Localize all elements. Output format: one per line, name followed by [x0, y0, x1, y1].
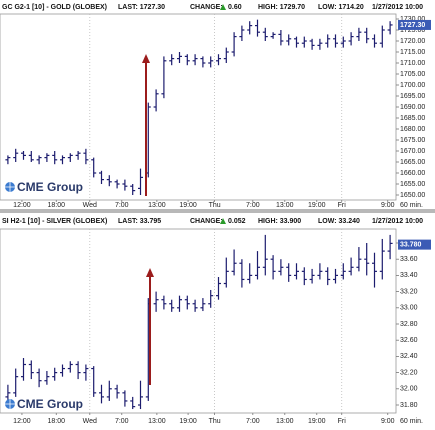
y-tick-label: 32.80: [400, 321, 418, 328]
y-tick-label: 33.60: [400, 256, 418, 263]
y-tick-label: 1695.00: [400, 93, 425, 100]
x-tick-label: 19:00: [308, 418, 326, 425]
y-tick-label: 1705.00: [400, 71, 425, 78]
header-last: LAST: 33.795: [118, 218, 161, 225]
y-tick-label: 33.00: [400, 305, 418, 312]
y-tick-label: 1685.00: [400, 115, 425, 122]
y-tick-label: 1720.00: [400, 38, 425, 45]
header-title: SI H2-1 [10] - SILVER (GLOBEX): [2, 218, 107, 225]
y-tick-label: 1725.00: [400, 27, 425, 34]
x-tick-label: 13:00: [148, 202, 166, 209]
plot-area: [0, 228, 397, 414]
change-up-icon: [220, 218, 226, 224]
logo-text: CME Group: [17, 180, 83, 194]
header-low-label: LOW: 33.240: [318, 218, 360, 225]
header-date: 1/27/2012 10:00: [372, 218, 423, 225]
header-change: 0.60: [228, 4, 242, 11]
last-price-label: 33.780: [400, 241, 422, 248]
interval-label: 60 min.: [400, 418, 423, 425]
y-tick-label: 32.60: [400, 337, 418, 344]
x-tick-label: Thu: [209, 418, 221, 425]
x-tick-label: 7:00: [246, 202, 260, 209]
x-tick-label: 9:00: [381, 418, 395, 425]
y-tick-label: 1675.00: [400, 137, 425, 144]
y-tick-label: 1715.00: [400, 49, 425, 56]
arrow-head: [142, 54, 150, 63]
arrow-head: [146, 268, 154, 277]
header-low-label: LOW: 1714.20: [318, 4, 364, 11]
x-tick-label: 19:00: [308, 202, 326, 209]
y-tick-label: 1680.00: [400, 126, 425, 133]
y-tick-label: 1650.00: [400, 192, 425, 199]
logo-globe-lines: [5, 399, 15, 409]
plot-area: [0, 13, 397, 201]
x-tick-label: Fri: [338, 418, 347, 425]
x-tick-label: 7:00: [246, 418, 260, 425]
header-change: 0.052: [228, 218, 246, 225]
x-tick-label: Wed: [83, 418, 97, 425]
header-high-label: HIGH: 33.900: [258, 218, 301, 225]
header-change-label: CHANGE:: [190, 4, 223, 11]
header-date: 1/27/2012 10:00: [372, 4, 423, 11]
y-tick-label: 32.00: [400, 386, 418, 393]
last-price-box: [398, 19, 431, 30]
y-tick-label: 1655.00: [400, 181, 425, 188]
x-tick-label: 7:00: [115, 418, 129, 425]
panel-separator: [0, 209, 435, 213]
x-tick-label: 18:00: [47, 418, 65, 425]
y-tick-label: 1700.00: [400, 82, 425, 89]
y-tick-label: 1670.00: [400, 148, 425, 155]
header-high-label: HIGH: 1729.70: [258, 4, 305, 11]
y-tick-label: 1690.00: [400, 104, 425, 111]
header-title: GC G2-1 [10] - GOLD (GLOBEX): [2, 4, 107, 11]
logo-text: CME Group: [17, 397, 83, 411]
header-last: LAST: 1727.30: [118, 4, 165, 11]
x-tick-label: 18:00: [47, 202, 65, 209]
x-tick-label: 7:00: [115, 202, 129, 209]
x-tick-label: 9:00: [381, 202, 395, 209]
x-tick-label: 12:00: [13, 202, 31, 209]
y-tick-label: 33.40: [400, 272, 418, 279]
y-tick-label: 32.40: [400, 353, 418, 360]
x-tick-label: Thu: [209, 202, 221, 209]
x-tick-label: 12:00: [13, 418, 31, 425]
y-tick-label: 33.20: [400, 288, 418, 295]
y-tick-label: 1710.00: [400, 60, 425, 67]
y-tick-label: 1730.00: [400, 16, 425, 23]
x-tick-label: 19:00: [179, 202, 197, 209]
y-tick-label: 32.20: [400, 369, 418, 376]
logo-globe-lines: [5, 182, 15, 192]
x-tick-label: 13:00: [148, 418, 166, 425]
y-tick-label: 31.80: [400, 402, 418, 409]
y-tick-label: 1660.00: [400, 170, 425, 177]
x-tick-label: 19:00: [179, 418, 197, 425]
last-price-box: [398, 239, 431, 250]
last-price-label: 1727.30: [400, 22, 425, 29]
interval-label: 60 min.: [400, 202, 423, 209]
x-tick-label: 13:00: [276, 202, 294, 209]
x-tick-label: 13:00: [276, 418, 294, 425]
y-tick-label: 1665.00: [400, 159, 425, 166]
header-change-label: CHANGE:: [190, 218, 223, 225]
change-up-icon: [220, 4, 226, 10]
x-tick-label: Wed: [83, 202, 97, 209]
x-tick-label: Fri: [338, 202, 347, 209]
